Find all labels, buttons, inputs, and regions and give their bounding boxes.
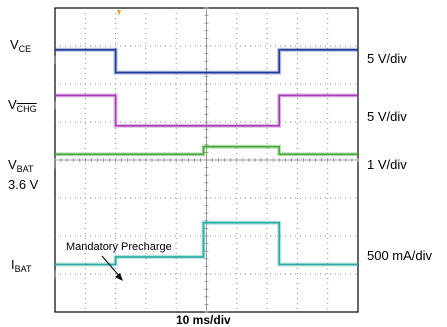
annotation-arrowhead xyxy=(115,273,123,281)
label-vchg: VCHG xyxy=(8,97,37,114)
trace-vbat xyxy=(55,145,358,156)
scale-vbat: 1 V/div xyxy=(367,157,407,172)
traces xyxy=(54,47,358,279)
annotation-label: Mandatory Precharge xyxy=(66,241,172,253)
scale-vchg: 5 V/div xyxy=(367,109,407,124)
grid xyxy=(54,7,359,313)
label-vbat-sub: BAT xyxy=(16,164,34,174)
trace-ibat xyxy=(55,221,358,266)
label-vbat: VBAT xyxy=(8,157,34,174)
label-ibat-sub: BAT xyxy=(14,264,32,274)
trigger-marker xyxy=(117,10,121,16)
annotation-arrow xyxy=(101,255,122,279)
label-vce-sub: CE xyxy=(18,44,32,54)
scale-vce: 5 V/div xyxy=(367,51,407,66)
label-ibat: IBAT xyxy=(11,257,32,274)
timebase-label: 10 ms/div xyxy=(176,313,231,327)
label-vchg-sub: CHG xyxy=(16,104,37,114)
label-vce: VCE xyxy=(10,37,32,54)
trace-vce xyxy=(55,49,358,74)
label-vbat-level: 3.6 V xyxy=(8,177,39,192)
trace-vchg xyxy=(55,94,358,127)
scale-ibat: 500 mA/div xyxy=(367,248,433,263)
